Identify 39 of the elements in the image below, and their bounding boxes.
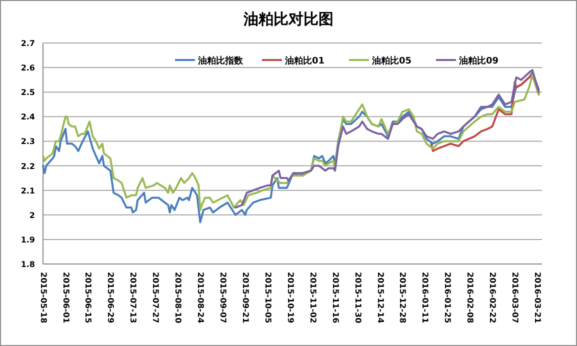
chart-title: 油粕比对比图 [242, 10, 334, 28]
y-tick-label: 2.7 [20, 39, 35, 48]
x-tick-label: 2016-02-22 [488, 272, 498, 324]
x-tick-label: 2015-12-14 [376, 272, 385, 324]
y-tick-label: 2.4 [20, 112, 36, 122]
line-series [234, 69, 540, 209]
x-tick-label: 2015-10-19 [286, 272, 295, 324]
x-tick-label: 2016-03-21 [533, 272, 542, 324]
x-tick-label: 2016-01-11 [420, 272, 430, 324]
x-tick-label: 2016-03-07 [510, 272, 520, 324]
legend-label: 油粕比05 [371, 56, 412, 66]
y-tick-label: 2.3 [20, 137, 35, 146]
x-tick-label: 2015-09-07 [218, 272, 228, 324]
x-tick-label: 2016-01-25 [443, 272, 452, 324]
y-tick-label: 2.6 [20, 64, 36, 73]
x-tick-label: 2015-11-02 [308, 272, 318, 324]
legend-label: 油粕比09 [458, 56, 499, 66]
x-tick-label: 2015-08-10 [174, 272, 183, 324]
y-tick-label: 1.9 [20, 235, 36, 244]
legend-label: 油粕比指数 [197, 56, 244, 66]
x-tick-label: 2015-06-29 [106, 272, 116, 324]
y-tick-label: 2.1 [20, 186, 36, 196]
x-tick-label: 2015-10-05 [263, 272, 272, 324]
y-tick-label: 1.8 [20, 260, 36, 269]
x-tick-label: 2015-11-16 [330, 272, 340, 324]
legend-label: 油粕比01 [284, 56, 325, 66]
x-tick-label: 2015-06-01 [61, 272, 70, 324]
y-tick-label: 2 [29, 210, 35, 220]
x-tick-label: 2015-12-28 [398, 272, 408, 324]
x-tick-label: 2015-08-24 [196, 272, 206, 324]
x-tick-label: 2015-07-27 [151, 272, 160, 324]
x-tick-label: 2015-07-13 [128, 272, 138, 324]
x-tick-label: 2015-11-30 [353, 272, 362, 324]
x-tick-label: 2015-06-15 [84, 272, 93, 324]
x-tick-label: 2016-02-08 [466, 272, 475, 324]
y-tick-label: 2.2 [20, 162, 35, 171]
y-tick-label: 2.5 [20, 88, 36, 98]
x-tick-label: 2015-05-18 [38, 272, 48, 324]
x-tick-label: 2015-09-21 [240, 272, 250, 324]
